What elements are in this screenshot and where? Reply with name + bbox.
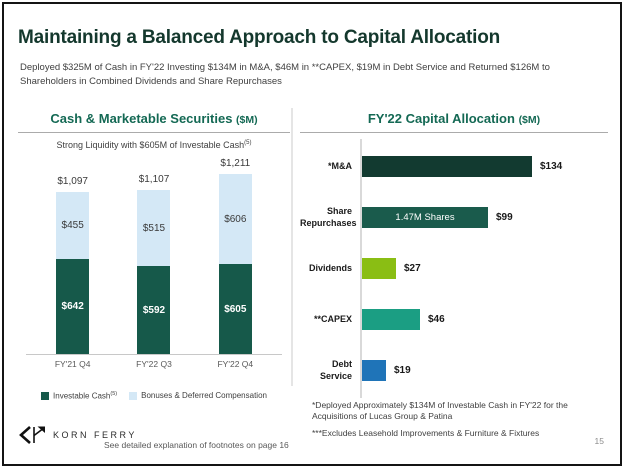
bar-segment-investable-cash: $592 [137,266,171,354]
horizontal-bar-chart: *M&A $134 Share Repurchases 1.47M Shares $99… [300,139,608,398]
slide: Maintaining a Balanced Approach to Capit… [2,2,622,466]
left-panel-rule [18,132,290,133]
bar-segment-bonuses-deferred: $606 [218,174,252,264]
cash-marketable-securities-panel: Cash & Marketable Securities ($M) Strong… [18,105,290,401]
right-panel-title-text: FY'22 Capital Allocation [367,111,515,126]
left-panel-title-text: Cash & Marketable Securities [50,111,233,126]
bar-track: $134 [360,156,608,177]
left-chart-subtitle: Strong Liquidity with $605M of Investabl… [18,140,290,150]
total-value-label: $1,107 [138,174,170,185]
bar-annotation: 1.47M Shares [395,212,455,223]
right-panel-title-unit: ($M) [518,114,541,126]
category-label: *M&A [328,160,352,171]
total-value-label: $1,211 [220,158,251,169]
stacked-bar: $1,097 $455 $642 [56,176,90,354]
left-panel-title: Cash & Marketable Securities ($M) [18,105,290,126]
legend-item: Investable Cash(5) [41,391,117,401]
right-panel-rule [300,132,608,133]
bar-track: $19 [360,360,608,381]
bar: 1.47M Shares [362,207,488,228]
legend-item: Bonuses & Deferred Compensation [129,391,267,400]
category-label: Dividends [308,262,352,273]
value-label: $134 [540,161,563,172]
x-axis-tick-label: FY'22 Q4 [217,359,254,369]
y-axis-line [360,139,362,398]
slide-title: Maintaining a Balanced Approach to Capit… [18,27,501,48]
x-axis-tick-label: FY'21 Q4 [54,359,91,369]
footnote: *Deployed Approximately $134M of Investa… [312,400,568,422]
category-label: Debt Service [319,359,352,381]
value-label: $27 [404,263,421,274]
hbar-row: Dividends $27 [300,243,608,294]
chart-legend: Investable Cash(5) Bonuses & Deferred Com… [18,391,290,401]
legend-label: Bonuses & Deferred Compensation [141,391,267,401]
left-panel-title-unit: ($M) [236,114,258,126]
category-label: **CAPEX [313,313,352,324]
x-axis-line [26,354,282,355]
left-chart-subtitle-footnote-marker: (5) [244,140,252,146]
bar-track: 1.47M Shares $99 [360,207,608,228]
stacked-bar: $1,211 $606 $605 [218,158,252,354]
bar-segment-investable-cash: $642 [56,259,90,354]
legend-label: Investable Cash(5) [53,391,118,401]
hbar-row: Share Repurchases 1.47M Shares $99 [300,192,608,243]
value-label: $46 [428,314,445,325]
legend-swatch [129,391,138,400]
x-axis-tick-label: FY'22 Q3 [136,359,172,369]
category-label: Share Repurchases [300,206,357,228]
bar-track: $27 [360,258,608,279]
footnote-reference: See detailed explanation of footnotes on… [104,440,289,450]
horizontal-bar-rows: *M&A $134 Share Repurchases 1.47M Shares $99… [300,141,608,396]
footnote: ***Excludes Leasehold Improvements & Fur… [312,427,540,438]
bar [362,360,386,381]
bar-segment-investable-cash: $605 [218,264,252,354]
page-number: 15 [594,436,604,446]
value-label: $99 [496,212,513,223]
hbar-row: **CAPEX $46 [300,294,608,345]
korn-ferry-logo: KORN FERRY [19,426,137,444]
legend-swatch [41,391,50,400]
bar [362,156,532,177]
bar [362,258,396,279]
stacked-bar-chart: $1,097 $455 $642 $1,107 $515 $592 $1,211 $606 $6… [18,154,290,354]
bar-track: $46 [360,309,608,330]
slide-subtitle: Deployed $325M of Cash in FY'22 Investin… [20,62,550,87]
bar [362,309,420,330]
hbar-row: *M&A $134 [300,141,608,192]
bar-segment-bonuses-deferred: $515 [137,190,171,266]
stacked-bar: $1,107 $515 $592 [137,174,171,354]
left-chart-subtitle-text: Strong Liquidity with $605M of Investabl… [56,140,245,150]
right-panel-title: FY'22 Capital Allocation ($M) [300,105,608,126]
total-value-label: $1,097 [57,176,88,187]
panel-divider [291,108,293,386]
x-axis-labels: FY'21 Q4 FY'22 Q3 FY'22 Q4 [18,359,290,369]
bar-segment-bonuses-deferred: $455 [56,192,90,259]
right-panel-footnotes: *Deployed Approximately $134M of Investa… [300,400,600,439]
logo-text: KORN FERRY [53,430,137,440]
hbar-row: Debt Service $19 [300,345,608,396]
capital-allocation-panel: FY'22 Capital Allocation ($M) *M&A $134 Sh… [300,105,608,444]
value-label: $19 [394,365,411,376]
korn-ferry-logo-icon [19,426,45,444]
